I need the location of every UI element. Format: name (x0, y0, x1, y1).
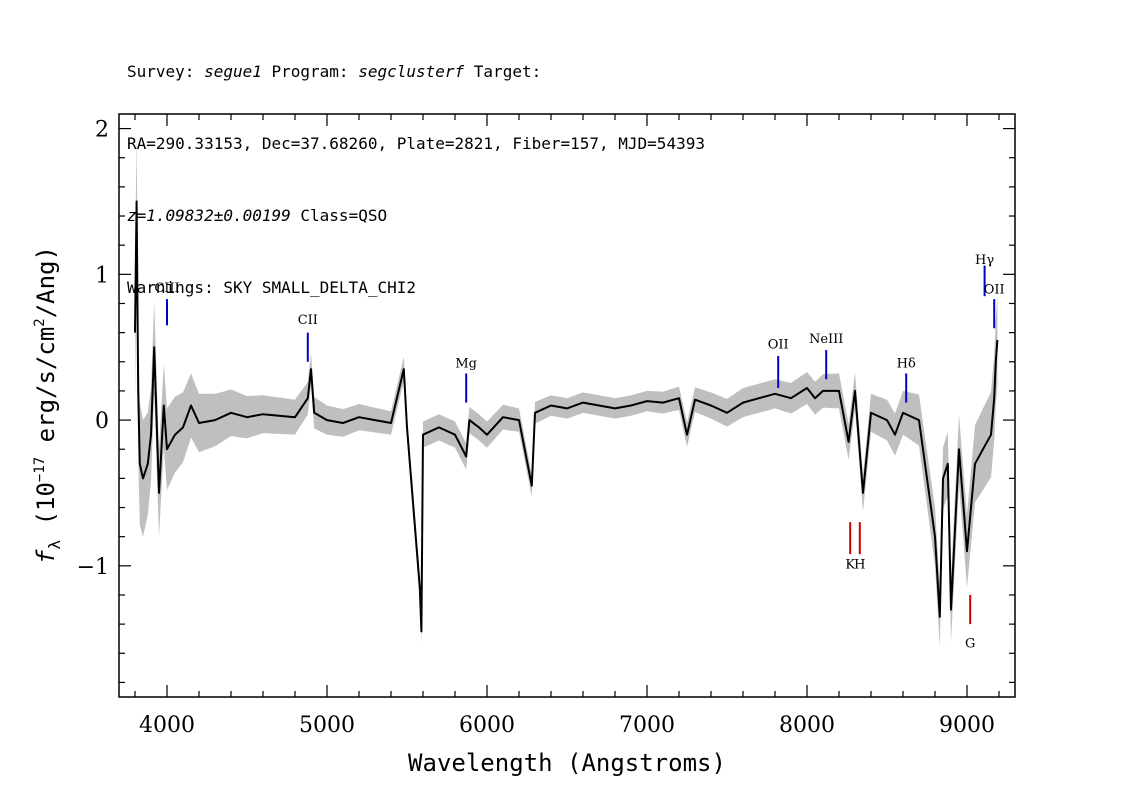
header-line-coordinates: RA=290.33153, Dec=37.68260, Plate=2821, … (127, 134, 705, 153)
x-tick-label: 5000 (299, 713, 355, 738)
line-marker-label: Mg (455, 357, 477, 372)
error-band (135, 137, 998, 648)
x-tick-label: 6000 (459, 713, 515, 738)
axis-ticks (119, 114, 1015, 697)
x-tick-label: 7000 (619, 713, 675, 738)
survey-label: Survey: (127, 62, 205, 81)
line-marker-label: Hδ (897, 357, 916, 372)
class-value: Class=QSO (290, 206, 388, 225)
x-tick-label: 4000 (139, 713, 195, 738)
redshift-value: z=1.09832±0.00199 (127, 206, 291, 225)
y-axis-title: fλ (10−17 erg/s/cm2/Ang) (32, 246, 64, 564)
line-marker-label: CIII (154, 281, 179, 296)
line-marker-label: G (965, 636, 975, 651)
line-marker-layer: CIII CII Mg OII NeIII Hδ Hγ OII K H G (154, 253, 1004, 651)
x-tick-label: 8000 (779, 713, 835, 738)
header-line-warnings: Warnings: SKY SMALL_DELTA_CHI2 (127, 278, 416, 297)
target-label: Target: (464, 62, 542, 81)
axis-tick-labels: 4000 5000 6000 7000 8000 9000 2 1 0 −1 (77, 118, 995, 738)
flux-line-layer (134, 200, 999, 633)
survey-value: segue1 (204, 62, 262, 81)
y-tick-label: 2 (95, 118, 109, 143)
line-marker-label: K (845, 558, 855, 573)
line-marker-label: NeIII (809, 332, 843, 347)
line-marker-label: Hγ (975, 253, 994, 268)
x-tick-label: 9000 (939, 713, 995, 738)
line-marker-label: OII (768, 338, 789, 353)
plot-frame (118, 113, 1016, 698)
line-marker-label: OII (984, 282, 1005, 297)
y-tick-label: 1 (95, 263, 109, 288)
flux-line (134, 200, 999, 633)
header-line-survey: Survey: segue1 Program: segclusterf Targ… (127, 60, 705, 84)
line-marker-label: H (854, 558, 865, 573)
chart-header: Survey: segue1 Program: segclusterf Targ… (127, 12, 705, 324)
program-value: segclusterf (358, 62, 465, 81)
header-line-redshift: z=1.09832±0.00199 Class=QSO (127, 204, 705, 228)
line-marker-label: CII (298, 313, 318, 328)
y-tick-label: −1 (77, 555, 109, 580)
x-axis-title: Wavelength (Angstroms) (408, 749, 726, 777)
program-label: Program: (261, 62, 359, 81)
error-band-layer (135, 137, 998, 648)
y-tick-label: 0 (95, 409, 109, 434)
